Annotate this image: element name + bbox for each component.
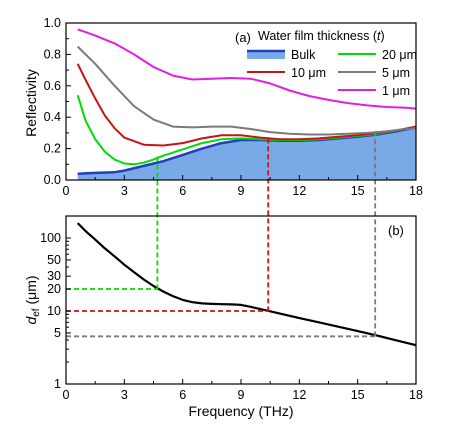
def-curve (76, 222, 417, 347)
x-tick-label-a: 6 (179, 184, 186, 198)
y-tick-label-b: 50 (47, 253, 61, 267)
axis-ticks: 003366991212151518180.00.20.40.60.81.015… (40, 16, 423, 402)
legend-label-1-um: 1 μm (382, 84, 410, 98)
legend-label-5-um: 5 μm (382, 66, 410, 80)
y-tick-label-b: 10 (47, 304, 61, 318)
y-axis-label-def: def (μm) (23, 275, 42, 324)
x-tick-label-b: 9 (238, 388, 245, 402)
x-tick-label-a: 9 (238, 184, 245, 198)
bulk-area-fill (77, 127, 417, 180)
legend-swatch-fill-bulk (247, 51, 285, 59)
series-line-1-um (77, 28, 417, 110)
x-axis-label-frequency: Frequency (THz) (188, 403, 293, 419)
x-tick-label-a: 0 (63, 184, 70, 198)
legend-title-close: ) (381, 29, 385, 43)
panel-label-b: (b) (388, 223, 404, 238)
series-line-5-um (76, 45, 417, 136)
y-tick-label-b: 1 (54, 377, 61, 391)
dashed-guide-lines (66, 131, 377, 338)
legend: Water film thickness (t) Bulk 20 μm 10 μm 5 … (247, 29, 417, 98)
x-tick-label-b: 15 (351, 388, 365, 402)
panel-label-a: (a) (235, 30, 251, 45)
panel-a-reflectivity (76, 28, 417, 180)
plot-frames (65, 22, 417, 385)
legend-label-10-um: 10 μm (291, 66, 326, 80)
panel-b-frame (65, 215, 417, 385)
x-tick-label-a: 15 (351, 184, 365, 198)
legend-title: Water film thickness (t) (258, 29, 385, 43)
y-tick-label-a: 0.8 (44, 47, 61, 61)
y-tick-label-a: 1.0 (44, 16, 61, 30)
y-axis-label-def-sub: ef (31, 308, 42, 317)
x-tick-label-a: 18 (409, 184, 423, 198)
x-tick-label-b: 3 (121, 388, 128, 402)
y-tick-label-b: 100 (40, 231, 61, 245)
panel-b-effective-depth (76, 222, 417, 347)
y-axis-label-reflectivity: Reflectivity (23, 69, 39, 137)
y-tick-label-b: 5 (54, 326, 61, 340)
y-tick-label-a: 0.6 (44, 79, 61, 93)
x-tick-label-b: 6 (179, 388, 186, 402)
y-axis-label-def-unit: (μm) (23, 275, 39, 308)
series-line-10-um (76, 63, 417, 147)
y-axis-label-def-main: d (23, 316, 39, 325)
x-tick-label-b: 12 (292, 388, 306, 402)
x-tick-label-b: 18 (409, 388, 423, 402)
x-tick-label-a: 3 (121, 184, 128, 198)
legend-title-variable: t (377, 29, 381, 43)
x-tick-label-a: 12 (292, 184, 306, 198)
legend-label-bulk: Bulk (291, 48, 316, 62)
y-tick-label-a: 0.2 (44, 142, 61, 156)
y-tick-label-a: 0.0 (44, 173, 61, 187)
x-tick-label-b: 0 (63, 388, 70, 402)
y-tick-label-a: 0.4 (44, 110, 61, 124)
y-tick-label-b: 30 (47, 269, 61, 283)
y-tick-label-b: 20 (47, 282, 61, 296)
legend-label-20-um: 20 μm (382, 48, 417, 62)
legend-title-text: Water film thickness ( (258, 29, 378, 43)
